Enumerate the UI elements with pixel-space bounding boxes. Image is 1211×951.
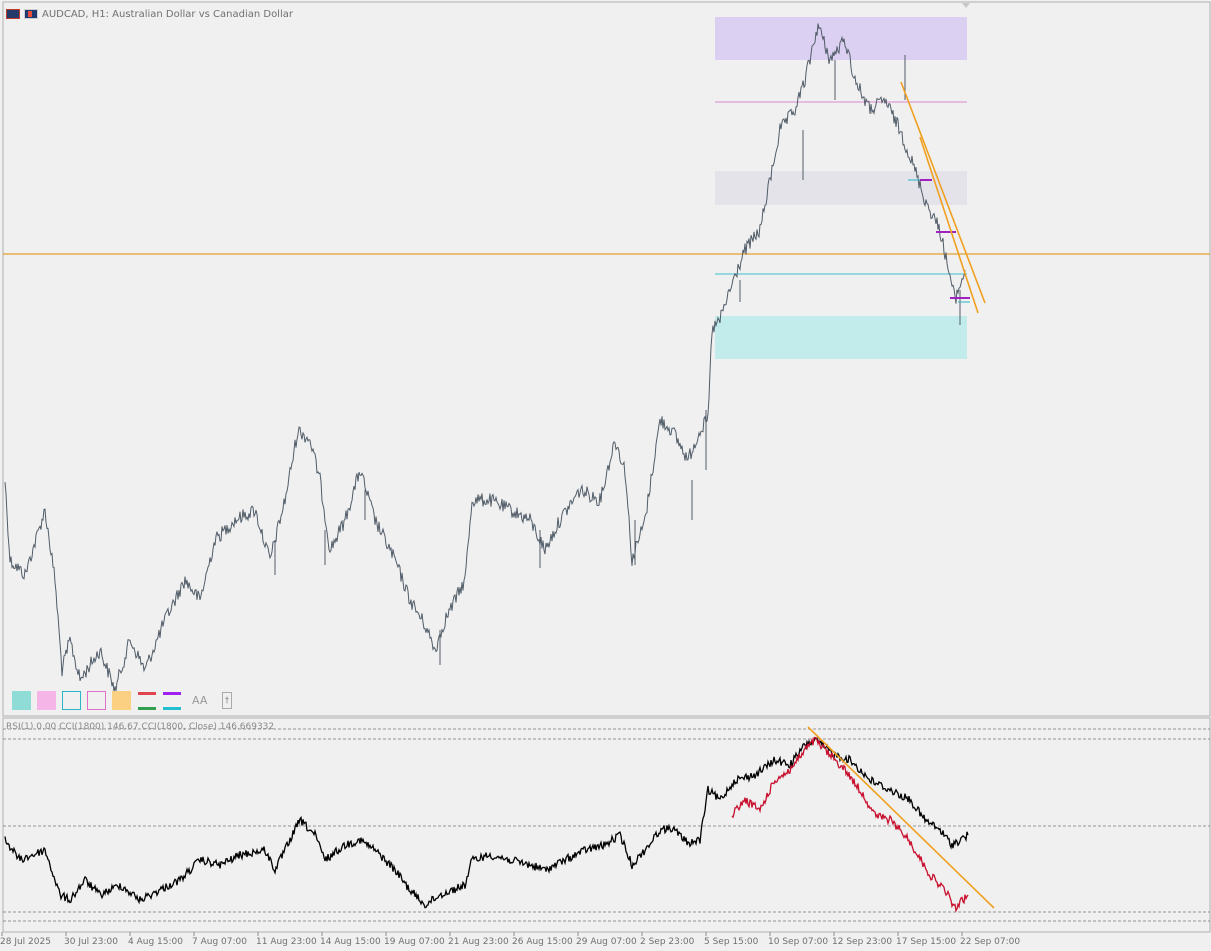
font-size-button[interactable]: AA — [192, 694, 208, 707]
line-red-icon[interactable] — [138, 692, 156, 695]
x-axis-ticks — [1, 932, 963, 936]
line-cyan-icon[interactable] — [163, 707, 181, 710]
swatch-pink-fill[interactable] — [37, 691, 56, 710]
trendline-price-2[interactable] — [919, 136, 979, 314]
chart-title-bar: AUDCAD, H1: Australian Dollar vs Canadia… — [6, 7, 293, 21]
shift-marker-icon — [962, 3, 970, 8]
trendline-indicator[interactable] — [807, 726, 995, 909]
swatch-teal-outline[interactable] — [62, 691, 81, 710]
x-axis-label: 5 Sep 15:00 — [704, 937, 759, 947]
x-axis-label: 26 Aug 15:00 — [512, 937, 573, 947]
x-axis-label: 11 Aug 23:00 — [256, 937, 317, 947]
demand-zone[interactable] — [715, 316, 967, 359]
flag-au-icon[interactable] — [6, 9, 20, 19]
swatch-orange-fill[interactable] — [112, 691, 131, 710]
main-chart-area[interactable] — [2, 1, 1211, 717]
x-axis-label: 22 Sep 07:00 — [960, 937, 1021, 947]
swatch-teal-fill[interactable] — [12, 691, 31, 710]
cci-red-line — [731, 736, 969, 913]
trendline-price-1[interactable] — [900, 81, 986, 304]
price-spikes — [274, 55, 961, 665]
indicator-title: RSI(1) 0.00 CCI(1800) 146.67 CCI(1800, C… — [6, 722, 275, 732]
line-green-icon[interactable] — [138, 707, 156, 710]
line-purple-icon[interactable] — [163, 692, 181, 695]
flag-ca-icon[interactable] — [24, 9, 38, 19]
price-line — [4, 23, 966, 693]
x-axis-label: 17 Sep 15:00 — [896, 937, 957, 947]
x-axis-label: 2 Sep 23:00 — [640, 937, 695, 947]
supply-zone-top[interactable] — [715, 17, 967, 60]
text-tool-button[interactable]: † — [222, 692, 232, 709]
swatch-pink-outline[interactable] — [87, 691, 106, 710]
x-axis-label: 29 Aug 07:00 — [576, 937, 637, 947]
x-axis-label: 14 Aug 15:00 — [320, 937, 381, 947]
supply-zone-mid[interactable] — [715, 171, 967, 205]
x-axis-label: 12 Sep 23:00 — [832, 937, 893, 947]
x-axis-label: 10 Sep 07:00 — [768, 937, 829, 947]
x-axis-label: 4 Aug 15:00 — [128, 937, 183, 947]
cci-black-line — [4, 737, 969, 909]
x-axis-label: 21 Aug 23:00 — [448, 937, 509, 947]
indicator-area[interactable] — [2, 717, 1211, 933]
x-axis-label: 28 Jul 2025 — [0, 937, 51, 947]
x-axis-label: 30 Jul 23:00 — [64, 937, 118, 947]
symbol-title: AUDCAD, H1: Australian Dollar vs Canadia… — [42, 8, 293, 20]
x-axis-label: 19 Aug 07:00 — [384, 937, 445, 947]
x-axis-label: 7 Aug 07:00 — [192, 937, 247, 947]
